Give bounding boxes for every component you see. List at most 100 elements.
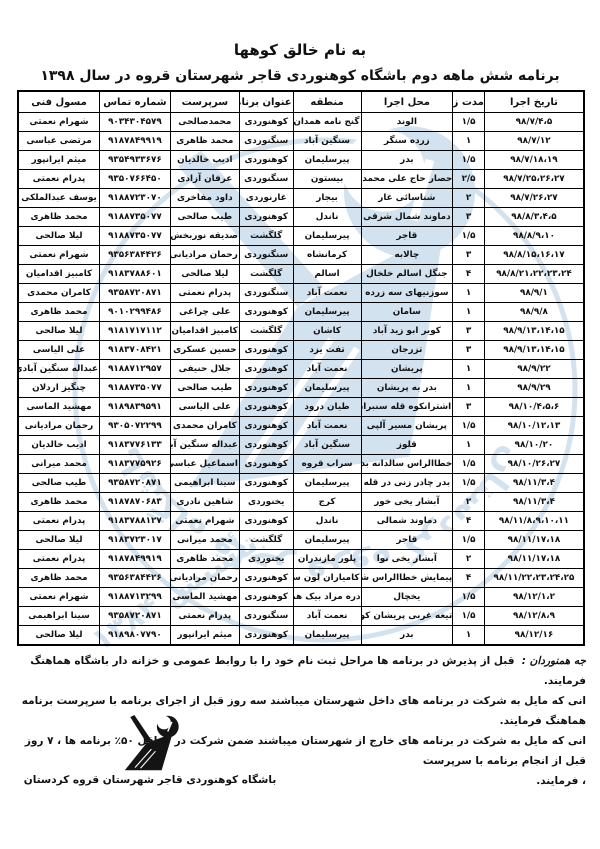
cell-supervisor: ادیب خالدیان: [169, 150, 240, 170]
cell-phone: ۹۳۵۰۷۶۶۴۵۰: [99, 169, 171, 189]
column-header-location: محل اجرا: [360, 90, 454, 113]
cell-location: یخچال: [360, 587, 454, 607]
table-row: ۹۸/۹/۲۹ ۱ بدر به پریشان پیرسلیمان کوهنوردی طی…: [17, 378, 585, 398]
cell-location: پریشان مسیر آلپی: [360, 416, 454, 436]
cell-duration: ۳: [452, 340, 485, 360]
table-row: ۹۸/۱۰/۱۲،۱۳ ۱/۵ پریشان مسیر آلپی نعمت آباد ک…: [17, 416, 585, 436]
cell-supervisor: مهشید الماسی: [169, 587, 240, 607]
cell-region: سنگین آباد: [292, 435, 362, 455]
cell-duration: ۱/۵: [452, 150, 485, 170]
cell-duration: ۳: [452, 397, 485, 417]
cell-phone: ۹۱۸۳۷۲۳۰۱۷: [99, 530, 171, 550]
cell-location: بدر: [360, 625, 454, 646]
cell-program: کوهنوردی: [238, 416, 294, 436]
cell-phone: ۹۱۸۸۷۲۳۰۷۰: [99, 188, 171, 208]
cell-phone: ۹۰۳۴۳۰۴۵۷۹: [99, 112, 171, 132]
cell-location: آبشار یخی نوا: [360, 549, 454, 569]
cell-date: ۹۸/۱۱/۱۷،۱۸: [483, 530, 585, 550]
cell-region: دره مراد بیک همدان: [292, 587, 362, 607]
cell-technical: شهرام نعمتی: [17, 112, 101, 132]
cell-date: ۹۸/۹/۲۹: [483, 378, 585, 398]
cell-region: تفت یزد: [292, 340, 362, 360]
cell-location: بدر به پریشان: [360, 378, 454, 398]
cell-date: ۹۸/۱۱/۱۷،۱۸: [483, 549, 585, 569]
cell-phone: ۹۳۵۶۳۸۴۴۲۶: [99, 568, 171, 588]
cell-program: گلگشت: [238, 264, 294, 284]
cell-program: کوهنوردی: [238, 150, 294, 170]
cell-location: الوند: [360, 112, 454, 132]
table-row: ۹۸/۹/۱۳،۱۴،۱۵ ۳ تزرجان تفت یزد کوهنوردی حسین …: [17, 340, 585, 360]
table-row: ۹۸/۷/۲۵،۲۶،۲۷ ۲/۵ حصار حاج علی محمد بیستون س…: [17, 169, 585, 189]
cell-region: پیرسلیمان: [292, 473, 362, 493]
cell-supervisor: محمدصالحی: [169, 112, 240, 132]
cell-technical: طیب صالحی: [17, 473, 101, 493]
cell-program: گلگشت: [238, 530, 294, 550]
note-line: ، فرمایند.: [536, 775, 586, 787]
cell-supervisor: میثم ایرانپور: [169, 625, 240, 646]
cell-date: ۹۸/۹/۸: [483, 302, 585, 322]
cell-region: گنج نامه همدان: [292, 112, 362, 132]
table-row: ۹۸/۱۲/۱۶ ۱ بدر پیرسلیمان کوهنوردی میثم ایرانپ…: [17, 625, 585, 646]
cell-date: ۹۸/۷/۱۲: [483, 131, 585, 151]
cell-date: ۹۸/۱۰/۴،۵،۶: [483, 397, 585, 417]
note-lead: جه همنوردان :: [521, 655, 586, 667]
cell-program: کوهنوردی: [238, 359, 294, 379]
cell-location: قلوز: [360, 435, 454, 455]
cell-program: کوهنوردی: [238, 207, 294, 227]
cell-program: کوهنوردی: [238, 378, 294, 398]
cell-program: کوهنوردی: [238, 473, 294, 493]
cell-technical: محمد ظاهری: [17, 207, 101, 227]
cell-duration: ۱/۵: [452, 454, 485, 474]
cell-date: ۹۸/۱۲/۱،۲: [483, 587, 585, 607]
cell-location: آبشار یخی خور: [360, 492, 454, 512]
cell-technical: محمد ظاهری: [17, 492, 101, 512]
cell-phone: ۹۱۸۸۷۱۲۹۵۷: [99, 359, 171, 379]
cell-date: ۹۸/۹/۱: [483, 283, 585, 303]
cell-region: کامیاران لون سادات: [292, 568, 362, 588]
cell-phone: ۹۱۸۷۸۴۹۹۱۹: [99, 131, 171, 151]
cell-supervisor: رحمان مرادیانی: [169, 568, 240, 588]
cell-duration: ۴: [452, 568, 485, 588]
cell-phone: ۹۱۸۳۷۸۸۶۰۱: [99, 264, 171, 284]
cell-technical: علی الیاسی: [17, 340, 101, 360]
cell-location: بدر چادر زنی در قله: [360, 473, 454, 493]
cell-technical: یوسف عبدالملکی: [17, 188, 101, 208]
cell-supervisor: کامران محمدی: [169, 416, 240, 436]
cell-location: قاجر: [360, 530, 454, 550]
program-table-body: ۹۸/۷/۴،۵ ۱/۵ الوند گنج نامه همدان کوهنوردی مح…: [17, 112, 585, 646]
cell-region: ناندل: [292, 207, 362, 227]
table-row: ۹۸/۸/۱۵،۱۶،۱۷ ۳ چالابه کرمانشاه سنگنوردی رحما…: [17, 245, 585, 265]
cell-technical: لیلا صالحی: [17, 530, 101, 550]
cell-technical: کامبیز اقدامیان: [17, 264, 101, 284]
cell-region: پیرسلیمان: [292, 378, 362, 398]
cell-technical: ادیب خالدیان: [17, 435, 101, 455]
cell-technical: پدرام نعمتی: [17, 549, 101, 569]
cell-phone: ۹۱۸۸۷۱۳۲۹۹: [99, 587, 171, 607]
table-row: ۹۸/۷/۱۸،۱۹ ۱/۵ بدر پیرسلیمان کوهنوردی ادیب خا…: [17, 150, 585, 170]
cell-program: کوهنوردی: [238, 511, 294, 531]
cell-phone: ۹۱۸۳۷۸۸۱۲۷: [99, 511, 171, 531]
cell-technical: محمد ظاهری: [17, 302, 101, 322]
cell-duration: ۱/۵: [452, 530, 485, 550]
cell-program: سنگنوردی: [238, 245, 294, 265]
cell-phone: ۹۱۸۹۸۳۹۵۹۱: [99, 397, 171, 417]
table-row: ۹۸/۱۱/۸،۹،۱۰،۱۱ ۴ دماوند شمالی ناندل کوهنورد…: [17, 511, 585, 531]
cell-phone: ۹۱۸۳۷۷۵۹۲۶: [99, 454, 171, 474]
cell-phone: ۹۳۰۵۰۷۲۲۹۹: [99, 416, 171, 436]
cell-duration: ۲: [452, 188, 485, 208]
table-row: ۹۸/۸/۹،۱۰ ۱/۵ قاجر پیرسلیمان گلگشت صدیقه نورب…: [17, 226, 585, 246]
column-header-duration: مدت زمان: [452, 90, 485, 113]
note-line: انی که مایل به شرکت در برنامه های داخل ش…: [21, 695, 586, 727]
cell-duration: ۱/۵: [452, 416, 485, 436]
cell-region: کاشان: [292, 321, 362, 341]
cell-technical: پدرام نعمتی: [17, 169, 101, 189]
cell-supervisor: صدیقه نوربخش: [169, 226, 240, 246]
table-row: ۹۸/۸/۲۱،۲۲،۲۳،۲۴ ۴ جنگل اسالم خلخال اسالم گل…: [17, 264, 585, 284]
table-row: ۹۸/۹/۸ ۱ سامان پیرسلیمان کوهنوردی علی چراغی ۹۰…: [17, 302, 585, 322]
cell-location: پریشان: [360, 359, 454, 379]
cell-supervisor: محمد ظاهری: [169, 131, 240, 151]
cell-phone: ۹۱۸۳۷۰۸۴۲۱: [99, 340, 171, 360]
